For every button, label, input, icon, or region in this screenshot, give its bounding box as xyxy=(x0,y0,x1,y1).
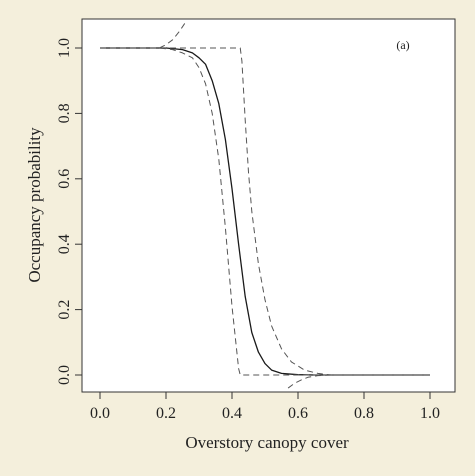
y-axis: 0.0 0.2 0.4 0.6 0.8 1.0 xyxy=(56,38,83,385)
x-tick-label: 0.4 xyxy=(222,405,242,422)
confidence-band-line-2 xyxy=(100,47,430,376)
panel-label: (a) xyxy=(396,38,409,52)
x-tick-label: 1.0 xyxy=(420,405,440,422)
confidence-band-line-1 xyxy=(100,47,430,376)
x-tick-label: 0.8 xyxy=(354,405,374,422)
plot-frame xyxy=(81,18,456,393)
data-layer xyxy=(100,21,430,389)
y-tick-label: 0.2 xyxy=(56,300,73,320)
x-tick-label: 0.6 xyxy=(288,405,308,422)
y-axis-label: Occupancy probability xyxy=(25,127,44,283)
y-tick-label: 0.6 xyxy=(56,169,73,189)
y-tick-label: 0.4 xyxy=(56,234,73,254)
x-axis: 0.0 0.2 0.4 0.6 0.8 1.0 xyxy=(90,391,440,422)
y-tick-label: 0.0 xyxy=(56,365,73,385)
confidence-band-line-4 xyxy=(287,374,332,389)
fitted-curve-line xyxy=(100,47,430,376)
y-tick-label: 1.0 xyxy=(56,38,73,58)
confidence-band-line-3 xyxy=(159,21,187,49)
x-tick-label: 0.0 xyxy=(90,405,110,422)
x-tick-label: 0.2 xyxy=(156,405,176,422)
y-tick-label: 0.8 xyxy=(56,103,73,123)
x-axis-label: Overstory canopy cover xyxy=(185,433,349,452)
